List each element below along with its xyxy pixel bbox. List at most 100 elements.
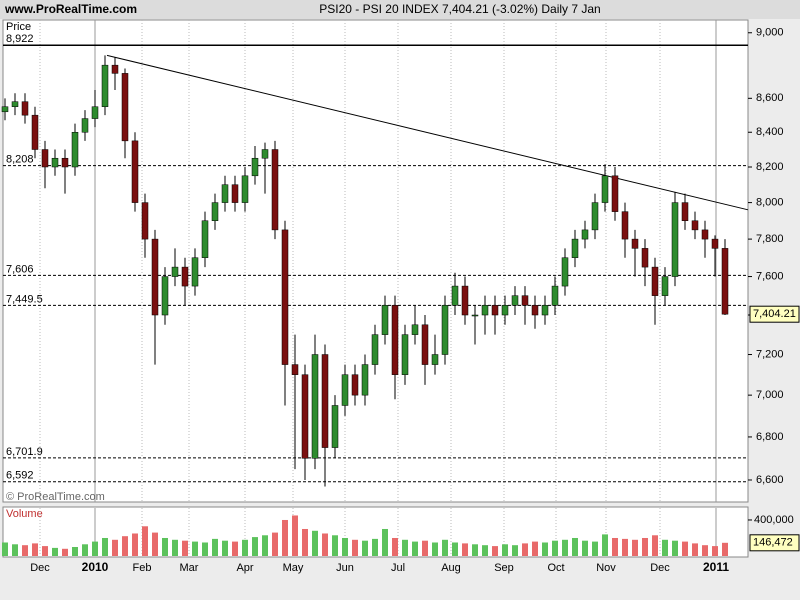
chart-title: PSI20 - PSI 20 INDEX 7,404.21 (-3.02%) D… <box>319 2 600 16</box>
candle-body <box>151 238 159 316</box>
candle-body <box>471 314 479 317</box>
volume-bar <box>12 544 18 556</box>
volume-bar <box>492 546 498 556</box>
candle-body <box>261 149 269 159</box>
volume-bar <box>562 539 568 556</box>
volume-bar <box>612 537 618 556</box>
header-bar <box>0 0 800 19</box>
candle-body <box>31 114 39 150</box>
volume-bar <box>552 540 558 556</box>
last-close-box <box>749 305 800 323</box>
candle-body <box>611 175 619 212</box>
candle-body <box>201 220 209 258</box>
volume-bar <box>442 539 448 556</box>
candle-body <box>551 285 559 306</box>
candle-body <box>311 354 319 459</box>
last-close-label: 7,404.21 <box>753 308 796 320</box>
candle-body <box>41 149 49 168</box>
y-tick-label: 7,200 <box>756 348 784 360</box>
level-label: 7,606 <box>6 263 34 275</box>
y-tick-label: 9,000 <box>756 27 784 39</box>
x-tick-label: Apr <box>236 562 253 574</box>
y-tick-label: 7,000 <box>756 389 784 401</box>
volume-bar <box>642 537 648 556</box>
x-tick-label: Jun <box>336 562 354 574</box>
candle-body <box>511 295 519 306</box>
x-tick-label: Dec <box>650 562 670 574</box>
candle-body <box>171 266 179 277</box>
volume-bar <box>392 537 398 556</box>
volume-bar <box>2 542 8 556</box>
x-tick-label: Feb <box>133 562 152 574</box>
volume-bar <box>352 539 358 556</box>
candle-body <box>131 140 139 203</box>
volume-bar <box>222 540 228 556</box>
volume-bar <box>602 534 608 556</box>
volume-bar <box>152 532 158 556</box>
x-tick-label: May <box>283 562 304 574</box>
volume-bar <box>622 538 628 556</box>
volume-bar <box>302 528 308 556</box>
x-tick-label: 2010 <box>82 560 109 574</box>
candle-body <box>161 276 169 316</box>
level-label: 8,208 <box>6 153 34 165</box>
volume-bar <box>712 546 718 556</box>
volume-bar <box>182 540 188 556</box>
candle-body <box>621 211 629 240</box>
candle-body <box>541 305 549 316</box>
candle-body <box>401 334 409 375</box>
volume-label: Volume <box>6 508 43 520</box>
volume-bar <box>262 535 268 556</box>
x-tick-label: Aug <box>441 562 461 574</box>
volume-bar <box>112 539 118 556</box>
y-tick-label: 7,800 <box>756 233 784 245</box>
volume-bar <box>322 533 328 556</box>
volume-bar <box>342 537 348 556</box>
volume-bar <box>162 537 168 556</box>
candle-body <box>341 374 349 406</box>
candle-body <box>181 266 189 287</box>
candle-body <box>271 149 279 231</box>
candle-body <box>351 374 359 396</box>
volume-bar <box>362 540 368 556</box>
volume-bar <box>232 541 238 556</box>
level-label: 7,449.5 <box>6 293 43 305</box>
y-tick-label: 6,800 <box>756 431 784 443</box>
candle-body <box>701 229 709 240</box>
volume-bar <box>332 535 338 556</box>
volume-bar <box>532 541 538 556</box>
candle-body <box>431 354 439 365</box>
volume-bar <box>212 538 218 556</box>
volume-bar <box>242 539 248 556</box>
candle-body <box>421 324 429 365</box>
candle-body <box>231 184 239 203</box>
volume-bar <box>142 526 148 556</box>
volume-bar <box>672 540 678 556</box>
site-name: www.ProRealTime.com <box>4 2 137 16</box>
y-tick-label: 8,000 <box>756 197 784 209</box>
candle-body <box>531 305 539 316</box>
x-tick-label: Sep <box>494 562 514 574</box>
candle-body <box>331 405 339 448</box>
level-label: 6,592 <box>6 470 34 482</box>
candle-body <box>411 324 419 335</box>
candle-body <box>671 202 679 277</box>
volume-bar <box>682 541 688 556</box>
y-tick-label: 6,600 <box>756 474 784 486</box>
volume-bar <box>402 539 408 556</box>
volume-bar <box>312 530 318 556</box>
volume-bar <box>582 540 588 556</box>
candle-body <box>321 354 329 448</box>
candle-body <box>631 238 639 249</box>
candle-body <box>651 266 659 296</box>
volume-bar <box>22 545 28 556</box>
y-tick-label: 8,200 <box>756 161 784 173</box>
candle-body <box>221 184 229 203</box>
volume-bar <box>722 542 728 556</box>
candle-body <box>91 106 99 119</box>
volume-bar <box>172 539 178 556</box>
candle-body <box>141 202 149 240</box>
candle-body <box>721 248 729 315</box>
candle-body <box>681 202 689 221</box>
